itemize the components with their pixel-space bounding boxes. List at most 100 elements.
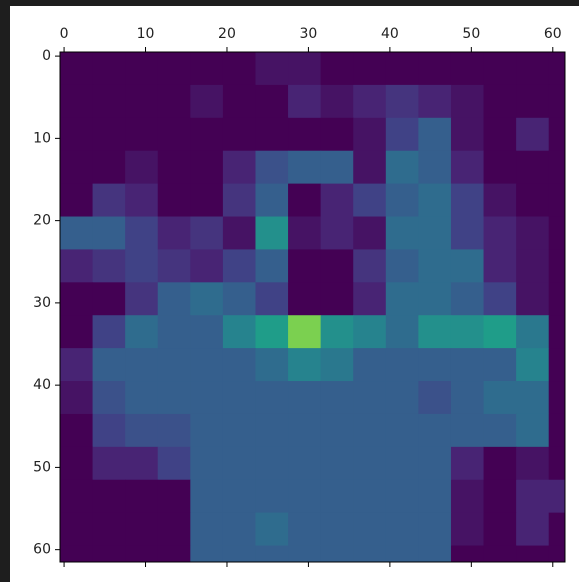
- heatmap-cell: [321, 282, 354, 315]
- heatmap-cell: [386, 118, 419, 151]
- heatmap-cell: [255, 282, 288, 315]
- heatmap-cell: [60, 513, 93, 546]
- heatmap-cell: [60, 85, 93, 118]
- heatmap-cell: [158, 381, 191, 414]
- heatmap-cell: [451, 85, 484, 118]
- heatmap-cell: [288, 151, 321, 184]
- heatmap-cell: [321, 348, 354, 381]
- heatmap-cell: [255, 546, 288, 563]
- heatmap-cell: [549, 151, 566, 184]
- heatmap-cell: [386, 315, 419, 348]
- heatmap-cell: [451, 52, 484, 85]
- heatmap-cell: [93, 52, 126, 85]
- heatmap-cell: [353, 513, 386, 546]
- heatmap-cell: [549, 184, 566, 217]
- heatmap-cell: [125, 184, 158, 217]
- heatmap-cell: [516, 85, 549, 118]
- heatmap-cell: [484, 381, 517, 414]
- heatmap-cell: [158, 282, 191, 315]
- heatmap-cell: [418, 348, 451, 381]
- heatmap-cell: [516, 52, 549, 85]
- heatmap-cell: [321, 513, 354, 546]
- heatmap-cell: [255, 480, 288, 513]
- heatmap-cell: [321, 217, 354, 250]
- heatmap-cell: [516, 414, 549, 447]
- heatmap-cell: [190, 118, 223, 151]
- heatmap-cell: [223, 151, 256, 184]
- heatmap-cell: [255, 249, 288, 282]
- heatmap-cell: [158, 348, 191, 381]
- heatmap-cell: [321, 151, 354, 184]
- heatmap-cell: [451, 315, 484, 348]
- heatmap-cell: [190, 151, 223, 184]
- heatmap-cell: [321, 85, 354, 118]
- heatmap-cell: [60, 249, 93, 282]
- heatmap-cell: [484, 151, 517, 184]
- heatmap-cell: [190, 480, 223, 513]
- heatmap-cell: [549, 315, 566, 348]
- heatmap-cell: [125, 217, 158, 250]
- heatmap-cell: [158, 217, 191, 250]
- heatmap-cell: [549, 414, 566, 447]
- heatmap-cell: [516, 546, 549, 563]
- heatmap-cell: [516, 249, 549, 282]
- heatmap-cell: [223, 52, 256, 85]
- heatmap-cell: [418, 85, 451, 118]
- heatmap-cell: [549, 118, 566, 151]
- heatmap-cell: [549, 85, 566, 118]
- heatmap-cell: [93, 414, 126, 447]
- heatmap-cell: [353, 217, 386, 250]
- heatmap-cell: [516, 480, 549, 513]
- heatmap-cell: [321, 546, 354, 563]
- x-tick-label: 40: [381, 26, 399, 42]
- heatmap-cell: [484, 118, 517, 151]
- heatmap-cell: [93, 480, 126, 513]
- y-tick-label: 20: [33, 213, 51, 229]
- heatmap-cell: [386, 381, 419, 414]
- x-tick-label: 0: [60, 26, 69, 42]
- heatmap-cell: [353, 447, 386, 480]
- heatmap-cell: [125, 546, 158, 563]
- heatmap-cell: [321, 315, 354, 348]
- y-tick-label: 60: [33, 542, 51, 558]
- heatmap-cell: [321, 381, 354, 414]
- heatmap-cell: [418, 381, 451, 414]
- heatmap-cell: [93, 546, 126, 563]
- heatmap-cell: [125, 414, 158, 447]
- heatmap-cell: [223, 315, 256, 348]
- heatmap-cell: [484, 217, 517, 250]
- heatmap-cell: [60, 381, 93, 414]
- heatmap-cell: [190, 315, 223, 348]
- heatmap-cell: [484, 447, 517, 480]
- heatmap-cell: [484, 414, 517, 447]
- heatmap-cell: [125, 381, 158, 414]
- heatmap-cell: [158, 85, 191, 118]
- heatmap-cell: [93, 315, 126, 348]
- heatmap-cell: [451, 118, 484, 151]
- heatmap-cell: [223, 546, 256, 563]
- heatmap-cell: [451, 447, 484, 480]
- heatmap-cell: [158, 151, 191, 184]
- heatmap-cell: [321, 249, 354, 282]
- heatmap-cell: [125, 447, 158, 480]
- heatmap-cell: [255, 184, 288, 217]
- x-tick-label: 30: [300, 26, 318, 42]
- heatmap-cell: [418, 184, 451, 217]
- heatmap-cell: [353, 282, 386, 315]
- heatmap-cell: [418, 52, 451, 85]
- heatmap-cell: [125, 118, 158, 151]
- heatmap-cell: [516, 447, 549, 480]
- heatmap-cell: [93, 249, 126, 282]
- heatmap-cell: [288, 52, 321, 85]
- heatmap-cell: [158, 414, 191, 447]
- heatmap-cell: [223, 282, 256, 315]
- heatmap-cell: [549, 249, 566, 282]
- heatmap-cell: [451, 381, 484, 414]
- heatmap-cell: [418, 151, 451, 184]
- heatmap-cell: [60, 447, 93, 480]
- heatmap-cell: [125, 480, 158, 513]
- heatmap-cell: [353, 52, 386, 85]
- heatmap-cell: [353, 85, 386, 118]
- heatmap-cell: [386, 85, 419, 118]
- heatmap-cell: [255, 315, 288, 348]
